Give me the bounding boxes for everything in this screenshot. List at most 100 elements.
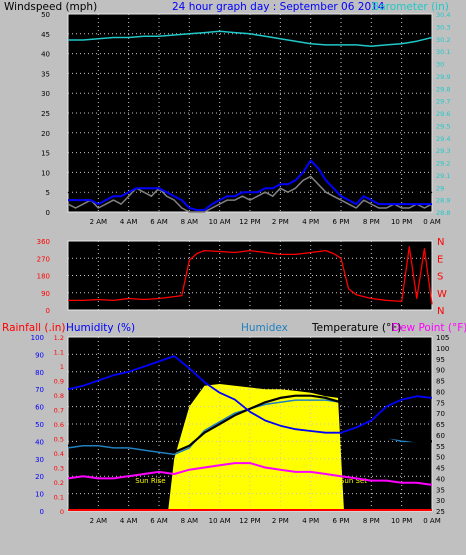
barometer-ytick-label: 29.9 xyxy=(436,73,450,81)
wind-direction-line xyxy=(68,246,433,305)
barometer-line xyxy=(68,30,433,47)
sunset-label: Sun Set xyxy=(340,477,367,485)
rain-ytick-label: 0.6 xyxy=(54,421,64,429)
barometer-ytick-label: 29.1 xyxy=(436,172,450,180)
rain-ytick-label: 0.4 xyxy=(54,450,64,458)
temperature-line xyxy=(67,394,432,454)
rain-ytick-label: 0.8 xyxy=(54,392,64,400)
humidity-ytick-label: 80 xyxy=(35,369,44,377)
humidity-ytick-label: 90 xyxy=(35,351,44,359)
temperature-ytick-label: 70 xyxy=(436,410,445,418)
rain-ytick-label: 0.3 xyxy=(54,465,64,473)
wind-ylabel: Windspeed (mph) xyxy=(4,1,97,13)
humidity-ytick-label: 30 xyxy=(35,456,44,464)
barometer-ytick-label: 29 xyxy=(436,184,444,192)
temperature-ytick-label: 65 xyxy=(436,421,445,429)
wind-gust-line xyxy=(67,143,433,209)
humidity-ytick-label: 0 xyxy=(40,508,44,516)
temperature-xtick-label: 10 AM xyxy=(209,517,231,525)
barometer-ylabel: Barometer (in) xyxy=(372,1,449,13)
temperature-ytick-label: 75 xyxy=(436,399,445,407)
barometer-ytick-label: 29.5 xyxy=(436,122,450,130)
wind-ytick-label: 50 xyxy=(41,11,50,19)
temperature-xtick-label: 2 PM xyxy=(272,517,289,525)
rain-ytick-label: 0.5 xyxy=(54,436,64,444)
temperature-xtick-label: 0 AM xyxy=(423,517,441,525)
temperature-ytick-label: 40 xyxy=(436,475,445,483)
humidity-ytick-label: 10 xyxy=(35,491,44,499)
barometer-ytick-label: 29.6 xyxy=(436,110,450,118)
wind-xtick-label: 0 AM xyxy=(423,218,441,226)
direction-ytick-label: 180 xyxy=(37,273,50,281)
wind-speed-line xyxy=(67,175,433,213)
graph-title: 24 hour graph day : September 06 2014 xyxy=(172,1,385,13)
wind-ytick-label: 15 xyxy=(41,150,50,158)
humidity-ytick-label: 20 xyxy=(35,473,44,481)
wind-xtick-label: 2 AM xyxy=(90,218,108,226)
temperature-ytick-label: 95 xyxy=(436,356,445,364)
wind-ytick-label: 40 xyxy=(41,51,50,59)
wind-panel: 0 5 10 15 20 25 30 35 40 45 50 28.8 28.9 29 29.1 29.2 29… xyxy=(41,11,450,226)
rain-ytick-label: 1.1 xyxy=(54,349,64,357)
temperature-xtick-label: 12 PM xyxy=(239,517,260,525)
wind-ytick-label: 30 xyxy=(41,90,50,98)
barometer-ytick-label: 29.2 xyxy=(436,160,450,168)
direction-ytick-label: 90 xyxy=(41,290,50,298)
temperature-xtick-label: 6 AM xyxy=(150,517,168,525)
compass-ytick-label: N xyxy=(437,237,444,248)
direction-ytick-label: 0 xyxy=(46,307,50,315)
wind-ytick-label: 45 xyxy=(41,31,50,39)
barometer-ytick-label: 29.3 xyxy=(436,147,450,155)
temperature-xtick-label: 4 AM xyxy=(120,517,138,525)
wind-ytick-label: 10 xyxy=(41,169,50,177)
temperature-ytick-label: 30 xyxy=(436,497,445,505)
wind-average-line xyxy=(68,159,432,211)
barometer-ytick-label: 30 xyxy=(436,61,444,69)
humidity-ytick-label: 70 xyxy=(35,386,44,394)
temperature-xtick-label: 8 PM xyxy=(363,517,380,525)
rain-ytick-label: 0.2 xyxy=(54,479,64,487)
temperature-ytick-label: 85 xyxy=(436,378,445,386)
barometer-ytick-label: 29.4 xyxy=(436,135,450,143)
barometer-ytick-label: 30.2 xyxy=(436,36,450,44)
humidity-ytick-label: 40 xyxy=(35,438,44,446)
temperature-ytick-label: 60 xyxy=(436,432,445,440)
temperature-panel: Sun Rise Sun Set 0 10 20 30 40 50 60 70 80 90 100 0 0.… xyxy=(31,334,450,525)
barometer-ytick-label: 28.8 xyxy=(436,209,450,217)
temperature-xtick-label: 8 AM xyxy=(181,517,199,525)
compass-ytick-label: E xyxy=(437,254,443,265)
wind-xtick-label: 12 PM xyxy=(239,218,260,226)
temperature-ytick-label: 50 xyxy=(436,454,445,462)
sunrise-label: Sun Rise xyxy=(135,477,165,485)
humidity-ytick-label: 50 xyxy=(35,421,44,429)
rain-ytick-label: 1 xyxy=(60,363,64,371)
temperature-ytick-label: 55 xyxy=(436,443,445,451)
humidity-line xyxy=(67,355,433,434)
temperature-ytick-label: 45 xyxy=(436,465,445,473)
humidex-ylabel: Humidex xyxy=(241,322,288,334)
wind-ytick-label: 20 xyxy=(41,130,50,138)
barometer-ytick-label: 28.9 xyxy=(436,197,450,205)
humidity-ytick-label: 100 xyxy=(31,334,44,342)
temperature-xtick-label: 4 PM xyxy=(302,517,319,525)
wind-xtick-label: 6 PM xyxy=(333,218,350,226)
wind-ytick-label: 5 xyxy=(46,189,50,197)
wind-ytick-label: 35 xyxy=(41,70,50,78)
barometer-ytick-label: 30.3 xyxy=(436,23,450,31)
compass-ytick-label: N xyxy=(437,306,444,317)
temperature-ylabel: Temperature (°F) xyxy=(311,322,401,334)
wind-xtick-label: 8 AM xyxy=(181,218,199,226)
rainfall-ylabel: Rainfall (.in) xyxy=(2,322,65,334)
temperature-ytick-label: 80 xyxy=(436,388,445,396)
barometer-ytick-label: 29.7 xyxy=(436,98,450,106)
barometer-ytick-label: 29.8 xyxy=(436,85,450,93)
rain-ytick-label: 0.1 xyxy=(54,494,64,502)
compass-ytick-label: W xyxy=(437,289,447,300)
temperature-ytick-label: 100 xyxy=(436,345,449,353)
wind-xtick-label: 6 AM xyxy=(150,218,168,226)
rain-ytick-label: 0.9 xyxy=(54,378,64,386)
wind-xtick-label: 8 PM xyxy=(363,218,380,226)
dew-point-line xyxy=(67,462,433,486)
